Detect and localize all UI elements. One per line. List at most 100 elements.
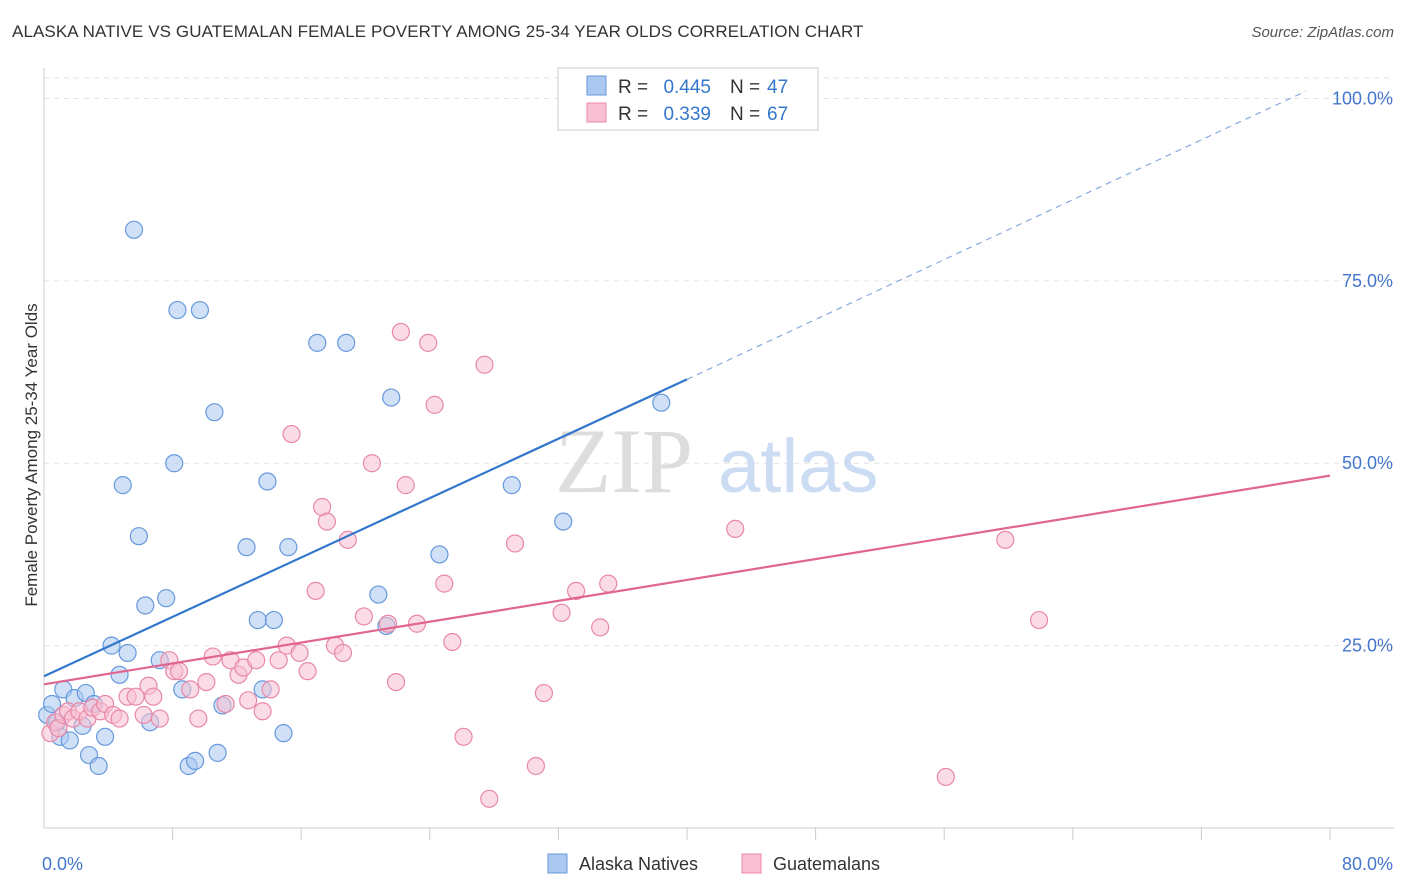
source-label: Source: ZipAtlas.com — [1251, 24, 1394, 41]
guatemalan-point — [144, 687, 163, 706]
legend-n-label: N = — [730, 104, 760, 125]
alaska-native-point — [369, 585, 388, 604]
guatemalan-point — [936, 767, 955, 787]
x-tick-labels: 0.0% 80.0% — [42, 854, 1393, 874]
bottom-legend-label: Guatemalans — [773, 854, 880, 874]
legend-r-value: 0.445 — [663, 77, 711, 98]
guatemalan-point — [362, 454, 382, 473]
guatemalan-point — [396, 476, 415, 495]
guatemalan-point — [290, 643, 309, 663]
alaska-native-point — [113, 476, 132, 495]
guatemalan-point — [269, 651, 288, 670]
guatemalan-point — [189, 709, 208, 728]
guatemalan-point — [996, 530, 1015, 549]
alaska-native-point — [129, 527, 148, 546]
trend-lines — [43, 90, 1331, 686]
alaska-native-point — [502, 476, 521, 495]
guatemalan-point — [599, 574, 618, 593]
watermark: ZIP atlas — [555, 410, 879, 512]
guatemalan-point — [282, 424, 301, 444]
guatemalan-point — [247, 651, 266, 670]
bottom-legend-label: Alaska Natives — [579, 854, 698, 874]
alaska-native-point — [554, 512, 573, 531]
guatemalan-trend — [43, 474, 1331, 686]
legend-n-value: 67 — [767, 104, 788, 125]
alaska-native-trend — [43, 378, 688, 678]
guatemalan-point — [197, 672, 216, 692]
guatemalan-point — [181, 680, 200, 699]
legend-r-label: R = — [618, 77, 648, 98]
alaska-native-point — [60, 731, 79, 750]
alaska-native-point — [95, 727, 115, 746]
alaska-native-point — [42, 694, 62, 714]
alaska-native-point — [237, 538, 256, 557]
alaska-native-point — [110, 665, 129, 684]
alaska-native-point — [208, 743, 227, 762]
legend-swatch — [586, 75, 607, 96]
guatemalan-point — [306, 581, 325, 601]
y-tick-label: 100.0% — [1332, 88, 1393, 108]
guatemalan-point — [317, 512, 337, 531]
alaska-native-point — [186, 751, 205, 770]
guatemalan-point — [526, 756, 545, 776]
alaska-native-point — [652, 393, 671, 412]
guatemalan-point — [591, 618, 610, 637]
alaska-native-point — [89, 756, 108, 776]
alaska-native-point — [337, 333, 356, 352]
guatemalan-point — [386, 672, 406, 692]
alaska-native-point — [430, 545, 449, 564]
guatemalan-point — [354, 607, 373, 626]
guatemalan-point — [253, 702, 272, 721]
alaska-native-point — [124, 220, 144, 239]
alaska-native-point — [136, 596, 155, 615]
y-tick-labels: 25.0% 50.0% 75.0% 100.0% — [1332, 88, 1393, 655]
guatemalan-point — [239, 691, 258, 710]
chart-title: ALASKA NATIVE VS GUATEMALAN FEMALE POVER… — [12, 22, 864, 41]
alaska-native-point — [118, 643, 137, 663]
guatemalan-point — [419, 333, 438, 352]
alaska-native-point — [258, 472, 277, 491]
alaska-native-point — [157, 589, 176, 608]
watermark-atlas: atlas — [718, 424, 879, 509]
alaska-native-point — [168, 300, 187, 320]
y-tick-label: 25.0% — [1342, 636, 1393, 656]
y-tick-label: 75.0% — [1342, 271, 1393, 291]
guatemalan-point — [475, 355, 494, 374]
legend-r-value: 0.339 — [663, 104, 711, 125]
guatemalan-point — [443, 632, 462, 652]
guatemalan-point — [126, 687, 145, 706]
alaska-native-point — [308, 333, 327, 352]
guatemalan-point — [261, 680, 280, 699]
alaska-native-point — [248, 610, 267, 630]
alaska-native-point — [279, 538, 298, 557]
grid-lines — [44, 77, 1394, 647]
x-tick-label: 80.0% — [1342, 854, 1393, 874]
watermark-zip: ZIP — [555, 410, 693, 512]
y-axis-label: Female Poverty Among 25-34 Year Olds — [22, 303, 41, 606]
guatemalan-point — [726, 519, 745, 538]
alaska-native-point — [190, 300, 210, 320]
guatemalan-point — [391, 322, 410, 342]
alaska-native-point — [205, 403, 224, 422]
alaska-native-point — [165, 454, 184, 473]
data-points — [38, 220, 1049, 808]
guatemalan-point — [425, 395, 444, 414]
guatemalan-point — [216, 694, 235, 714]
y-tick-label: 50.0% — [1342, 453, 1393, 473]
guatemalan-point — [480, 789, 499, 808]
guatemalan-point — [110, 709, 129, 728]
bottom-legend-swatch — [547, 853, 568, 874]
guatemalan-point — [534, 683, 554, 703]
x-tick-label: 0.0% — [42, 854, 83, 874]
alaska-native-point — [264, 610, 283, 630]
bottom-legend: Alaska Natives Guatemalans — [547, 853, 880, 874]
legend-n-value: 47 — [767, 77, 788, 98]
guatemalan-point — [150, 709, 169, 728]
legend-swatch — [586, 102, 607, 123]
guatemalan-point — [552, 603, 571, 622]
legend: R = 0.445 N = 47 R = 0.339 N = 67 — [557, 67, 819, 131]
guatemalan-point — [333, 643, 353, 663]
bottom-legend-swatch — [741, 853, 762, 874]
legend-n-label: N = — [730, 77, 760, 98]
